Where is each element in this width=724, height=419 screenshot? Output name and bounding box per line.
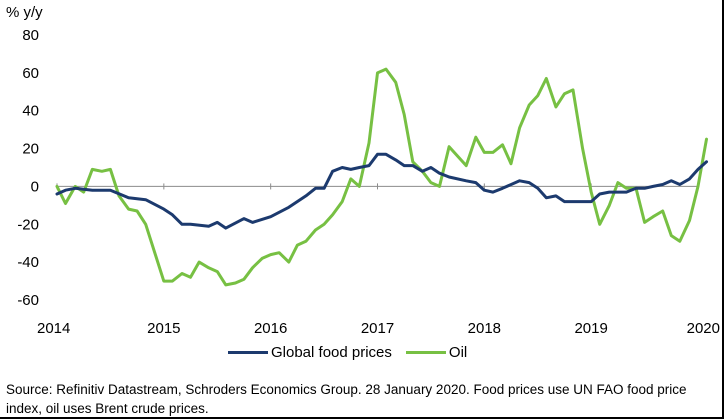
legend-swatch-food	[228, 350, 268, 354]
series-line-oil	[55, 67, 708, 287]
legend-label-oil: Oil	[448, 343, 468, 361]
x-tick-label: 2015	[147, 320, 180, 337]
source-note: Source: Refinitiv Datastream, Schroders …	[6, 382, 687, 416]
y-tick-label: -60	[17, 292, 39, 309]
y-axis-ticks: 80 60 40 20 0 -20 -40 -60	[17, 27, 39, 309]
legend: Global food prices Oil	[228, 342, 481, 362]
x-tick-label: 2018	[468, 320, 501, 337]
y-tick-label: 40	[22, 103, 39, 120]
x-axis: 2014 2015 2016 2017 2018 2019 2020	[37, 183, 720, 337]
y-tick-label: -20	[17, 216, 39, 233]
x-tick-label: 2020	[687, 320, 720, 337]
x-tick-label: 2016	[254, 320, 287, 337]
y-tick-label: 80	[22, 27, 39, 44]
x-tick-label: 2017	[361, 320, 394, 337]
x-tick-label: 2014	[37, 320, 70, 337]
y-tick-label: 60	[22, 65, 39, 82]
series-group	[55, 67, 708, 287]
x-tick-label: 2019	[574, 320, 607, 337]
legend-item-food: Global food prices	[228, 344, 392, 361]
y-tick-label: 20	[22, 141, 39, 158]
legend-label-food: Global food prices	[271, 343, 392, 361]
legend-item-oil: Oil	[405, 343, 468, 361]
y-tick-label: 0	[31, 178, 39, 195]
legend-swatch-oil	[405, 350, 446, 354]
y-tick-label: -40	[17, 254, 39, 271]
series-line-food	[55, 152, 708, 230]
y-axis-label: % y/y	[6, 4, 43, 21]
